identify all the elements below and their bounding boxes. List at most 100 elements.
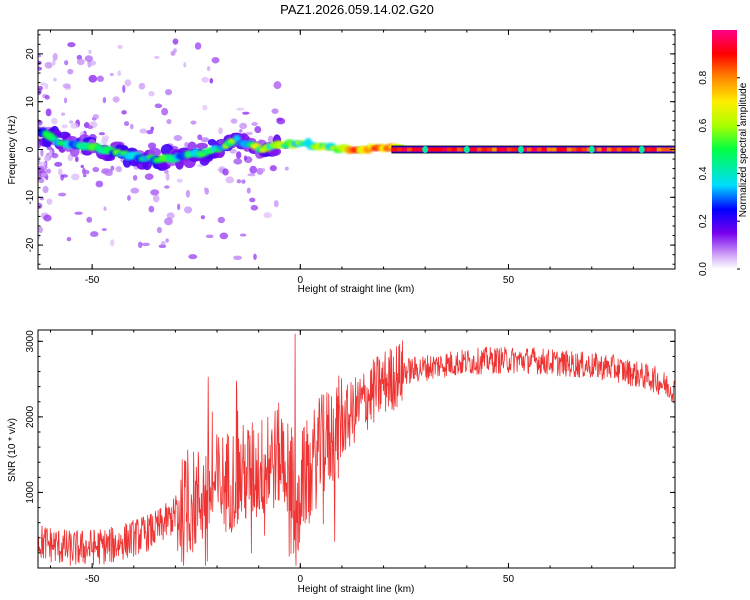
spectrogram-noise-blob — [236, 107, 245, 111]
spectrogram-noise-blob — [57, 168, 63, 176]
spectrogram-band-cell — [581, 147, 587, 152]
spectrogram-noise-blob — [250, 204, 259, 211]
spectrogram-noise-blob — [57, 192, 67, 197]
spectrogram-band-cell — [601, 147, 607, 152]
spectrogram-noise-blob — [245, 131, 253, 136]
spectrogram-band-cell — [441, 147, 447, 152]
spectrogram-band-node — [638, 146, 645, 153]
spectrogram-band-cell — [626, 147, 632, 152]
spectrogram-band-node — [422, 146, 429, 153]
spectrogram-noise-blob — [110, 239, 115, 247]
spectrogram-noise-blob — [150, 126, 154, 131]
spectrogram-noise-blob — [166, 118, 172, 125]
spectrogram-noise-blob — [154, 103, 163, 109]
y-tick-label: 10 — [25, 96, 36, 108]
spectrogram-noise-blob — [38, 233, 41, 240]
snr-ticks: -50 0 50 1000 2000 3000 — [25, 330, 676, 585]
snr-panel: -50 0 50 1000 2000 3000 Height of straight li… — [7, 329, 676, 595]
spectrogram-band-node — [463, 146, 470, 153]
spectrogram-band-cell — [546, 147, 552, 152]
spectrogram-noise-blob — [92, 166, 100, 173]
spectrogram-noise-blob — [67, 42, 76, 48]
spectrogram-noise-blob — [117, 70, 122, 77]
spectrogram-noise-blob — [102, 135, 110, 141]
spectrogram-noise-blob — [183, 61, 187, 68]
spectrogram-noise-blob — [86, 216, 93, 223]
spectrogram-noise-blob — [239, 122, 248, 130]
spectrogram-band-cell — [566, 147, 572, 152]
spectrogram-noise-blob — [243, 155, 247, 161]
spectrogram-noise-blob — [249, 165, 258, 174]
spectrogram-noise-blob — [201, 76, 209, 83]
spectrogram-noise-blob — [66, 237, 72, 242]
spectrogram-band-cell — [616, 147, 622, 152]
spectrogram-noise-blob — [273, 81, 282, 90]
spectrogram-band-cell — [541, 147, 547, 152]
spectrogram-noise-blob — [139, 128, 148, 134]
spectrogram-band-cell — [476, 147, 482, 152]
spectrogram-noise-blob — [38, 226, 43, 234]
spectrogram-noise-blob — [247, 173, 256, 177]
spectrogram-noise-blob — [76, 58, 85, 66]
spectrogram-noise-blob — [156, 226, 162, 234]
spectrogram-band-cell — [491, 147, 497, 152]
spectrogram-band-cell — [471, 147, 477, 152]
colorbar-tick-label: 0.0 — [698, 262, 709, 276]
spectrogram-noise-blob — [95, 180, 104, 188]
colorbar-tick-label: 0.6 — [698, 118, 709, 132]
spectrogram-noise-blob — [38, 66, 43, 71]
spectrogram-noise-blob — [204, 187, 208, 193]
spectrogram-noise-blob — [38, 60, 42, 65]
spectrogram-noise-blob — [121, 110, 127, 115]
spectrogram-noise-blob — [239, 129, 243, 133]
spectrogram-ylabel: Frequency (Hz) — [7, 116, 18, 185]
spectrogram-noise-blob — [239, 233, 247, 237]
spectrogram-noise-blob — [40, 82, 46, 86]
spectrogram-noise-blob — [229, 148, 237, 154]
y-tick-label: 1000 — [25, 481, 36, 504]
spectrogram-band-cell — [506, 147, 512, 152]
spectrogram-noise-blob — [164, 88, 173, 96]
spectrogram-noise-blob — [225, 176, 235, 184]
spectrogram-noise-blob — [146, 129, 154, 135]
spectrogram-band-cell — [666, 147, 672, 152]
spectrogram-noise-blob — [102, 97, 107, 104]
spectrogram-noise-blob — [74, 156, 79, 163]
spectrogram-noise-blob — [185, 189, 191, 198]
spectrogram-noise-blob — [144, 173, 154, 180]
spectrogram-band-cell — [521, 147, 527, 152]
spectrogram-noise-blob — [217, 216, 226, 224]
colorbar: 0.0 0.2 0.4 0.6 0.8 Normalized spectral ampl… — [698, 30, 749, 276]
spectrogram-noise-blob — [61, 124, 68, 129]
spectrogram-noise-blob — [219, 232, 229, 240]
spectrogram-noise-blob — [130, 187, 140, 194]
spectrogram-noise-blob — [69, 120, 74, 124]
spectrogram-noise-blob — [83, 174, 87, 178]
spectrogram-noise-blob — [64, 60, 69, 66]
snr-ylabel: SNR (10 * v/v) — [7, 418, 18, 482]
spectrogram-noise-blob — [138, 82, 146, 90]
spectrogram-noise-blob — [62, 83, 71, 89]
spectrogram-trace-blob — [233, 134, 241, 143]
spectrogram-band-cell — [556, 147, 562, 152]
spectrogram-band-cell — [646, 147, 652, 152]
spectrogram-noise-blob — [124, 121, 130, 127]
spectrogram-noise-blob — [101, 228, 107, 232]
spectrogram-noise-blob — [38, 87, 42, 96]
spectrogram-noise-blob — [52, 58, 56, 66]
spectrogram-noise-blob — [48, 149, 53, 157]
y-tick-label: 2000 — [25, 405, 36, 428]
spectrogram-noise-blob — [161, 240, 166, 246]
spectrogram-band-cell — [511, 147, 517, 152]
spectrogram-noise-blob — [230, 118, 238, 124]
spectrogram-noise-blob — [63, 97, 68, 104]
spectrogram-panel: -50 0 50 -20 -10 0 10 20 Height of straight lin… — [7, 29, 676, 295]
colorbar-tick-label: 0.2 — [698, 214, 709, 228]
spectrogram-band-cell — [596, 147, 602, 152]
spectrogram-noise-blob — [173, 48, 177, 53]
spectrogram-noise-blob — [271, 108, 279, 114]
spectrogram-band-cell — [606, 147, 612, 152]
spectrogram-noise-blob — [84, 55, 93, 62]
spectrogram-noise-blob — [218, 127, 223, 135]
spectrogram-noise-blob — [273, 200, 279, 208]
